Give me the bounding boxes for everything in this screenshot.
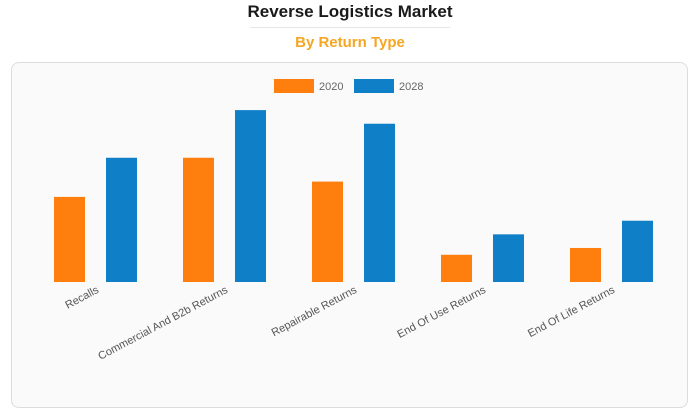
bar-2020-1: [183, 157, 214, 282]
bars-group: [54, 110, 653, 282]
x-tick-label: End Of Use Returns: [395, 284, 488, 341]
x-tick-label: Commercial And B2b Returns: [96, 284, 230, 363]
bar-2028-1: [235, 110, 266, 282]
legend-label-2020: 2020: [319, 81, 343, 93]
chart-subtitle: By Return Type: [295, 34, 405, 51]
x-tick-label: Repairable Returns: [270, 284, 360, 339]
bar-2028-3: [493, 234, 524, 282]
chart-title: Reverse Logistics Market: [247, 2, 453, 21]
legend-swatch-2028[interactable]: [354, 79, 394, 93]
legend-label-2028: 2028: [399, 81, 423, 93]
bar-2020-0: [54, 196, 85, 282]
bar-2028-0: [106, 157, 137, 282]
x-tick-label: End Of Life Returns: [526, 284, 617, 340]
x-tick-label: Recalls: [63, 284, 101, 312]
bar-2028-2: [364, 123, 395, 282]
title-divider: [250, 27, 450, 28]
bar-2020-2: [312, 181, 343, 282]
legend[interactable]: 2020 2028: [274, 79, 423, 93]
legend-swatch-2020[interactable]: [274, 79, 314, 93]
bar-2020-3: [441, 254, 472, 282]
bar-2020-4: [570, 247, 601, 282]
bar-2028-4: [622, 220, 653, 282]
